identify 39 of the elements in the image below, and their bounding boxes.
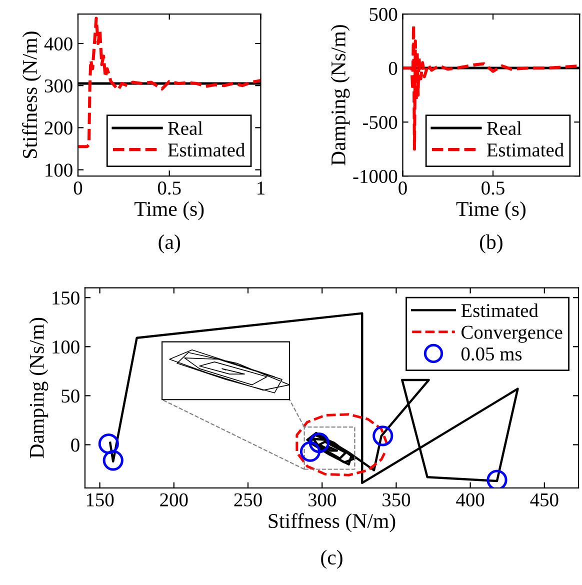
x-tick-label: 350 bbox=[382, 493, 410, 506]
y-tick-label: 100 bbox=[52, 340, 80, 354]
y-tick-label: 50 bbox=[62, 390, 80, 403]
text: (a) bbox=[158, 234, 180, 254]
x-tick-label: 450 bbox=[530, 493, 558, 506]
y-axis-title: Damping (Ns/m) bbox=[29, 318, 48, 458]
y-tick-label: 150 bbox=[52, 291, 80, 305]
x-tick-label: 1 bbox=[258, 182, 264, 194]
y-tick-label: -1000 bbox=[353, 170, 398, 184]
y-axis-title: Stiffness (N/m) bbox=[22, 32, 42, 158]
legend-label: Real bbox=[168, 121, 203, 135]
y-tick-label: 100 bbox=[46, 164, 72, 177]
y-tick-label: 0 bbox=[388, 62, 398, 75]
y-tick-label: 200 bbox=[44, 122, 72, 135]
y-tick-label: 400 bbox=[44, 37, 72, 50]
legend-label: Estimated bbox=[486, 142, 564, 157]
text: (b) bbox=[480, 234, 502, 254]
legend-label: Convergence bbox=[462, 326, 562, 343]
legend-label: Estimated bbox=[168, 142, 245, 157]
y-tick-label: 0 bbox=[71, 438, 80, 452]
y-axis-title: Damping (Ns/m) bbox=[330, 25, 350, 166]
legend-label: Real bbox=[486, 121, 522, 135]
y-tick-label: 500 bbox=[370, 8, 398, 21]
x-tick-label: 0.5 bbox=[158, 182, 181, 195]
legend-label: Estimated bbox=[461, 303, 538, 318]
x-axis-title: Stiffness (N/m) bbox=[268, 513, 396, 532]
y-tick-label: 300 bbox=[44, 79, 72, 93]
x-axis-title: Time (s) bbox=[134, 201, 204, 220]
y-tick-label: -500 bbox=[362, 116, 398, 130]
x-tick-label: 0 bbox=[398, 182, 407, 195]
text: (c) bbox=[321, 550, 342, 569]
x-axis-title: Time (s) bbox=[456, 201, 526, 220]
legend-label: 0.05 ms bbox=[461, 347, 522, 361]
x-tick-label: 250 bbox=[234, 493, 262, 506]
x-tick-label: 200 bbox=[160, 493, 188, 506]
x-tick-label: 150 bbox=[86, 493, 114, 506]
x-tick-label: 0.5 bbox=[482, 182, 504, 195]
x-tick-label: 400 bbox=[456, 493, 484, 506]
x-tick-label: 300 bbox=[308, 493, 336, 506]
